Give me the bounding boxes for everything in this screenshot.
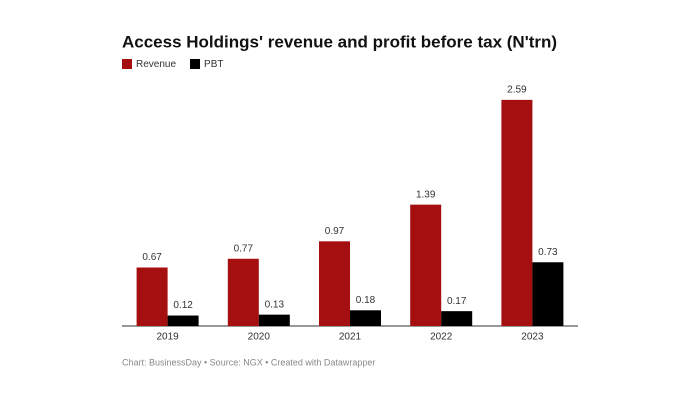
legend-label: PBT [204,59,223,70]
bar [501,99,533,326]
footer: Chart: BusinessDay • Source: NGX • Creat… [122,357,375,367]
value-label: 0.67 [142,252,162,263]
x-tick-label: 2019 [156,332,179,343]
chart-title: Access Holdings' revenue and profit befo… [122,32,557,51]
value-label: 0.77 [234,243,254,254]
bar [410,204,442,326]
value-label: 0.18 [356,295,376,306]
bar [319,241,350,326]
bar [258,314,290,326]
x-tick-label: 2022 [430,332,453,343]
value-label: 0.13 [265,299,285,310]
legend-swatch [190,59,201,69]
legend-label: Revenue [136,59,176,70]
bar [167,315,199,326]
value-label: 0.73 [538,247,558,258]
bar [136,267,168,326]
x-tick-label: 2023 [521,332,544,343]
x-tick-label: 2020 [248,332,271,343]
value-label: 2.59 [507,85,527,96]
bar [227,258,259,326]
value-label: 1.39 [416,189,436,200]
bar [441,311,473,326]
bar [350,310,381,326]
bar [532,262,564,326]
legend-swatch [122,59,132,69]
value-label: 0.97 [325,226,345,237]
x-tick-label: 2021 [339,332,362,343]
value-label: 0.17 [447,296,467,307]
value-label: 0.12 [173,300,193,311]
